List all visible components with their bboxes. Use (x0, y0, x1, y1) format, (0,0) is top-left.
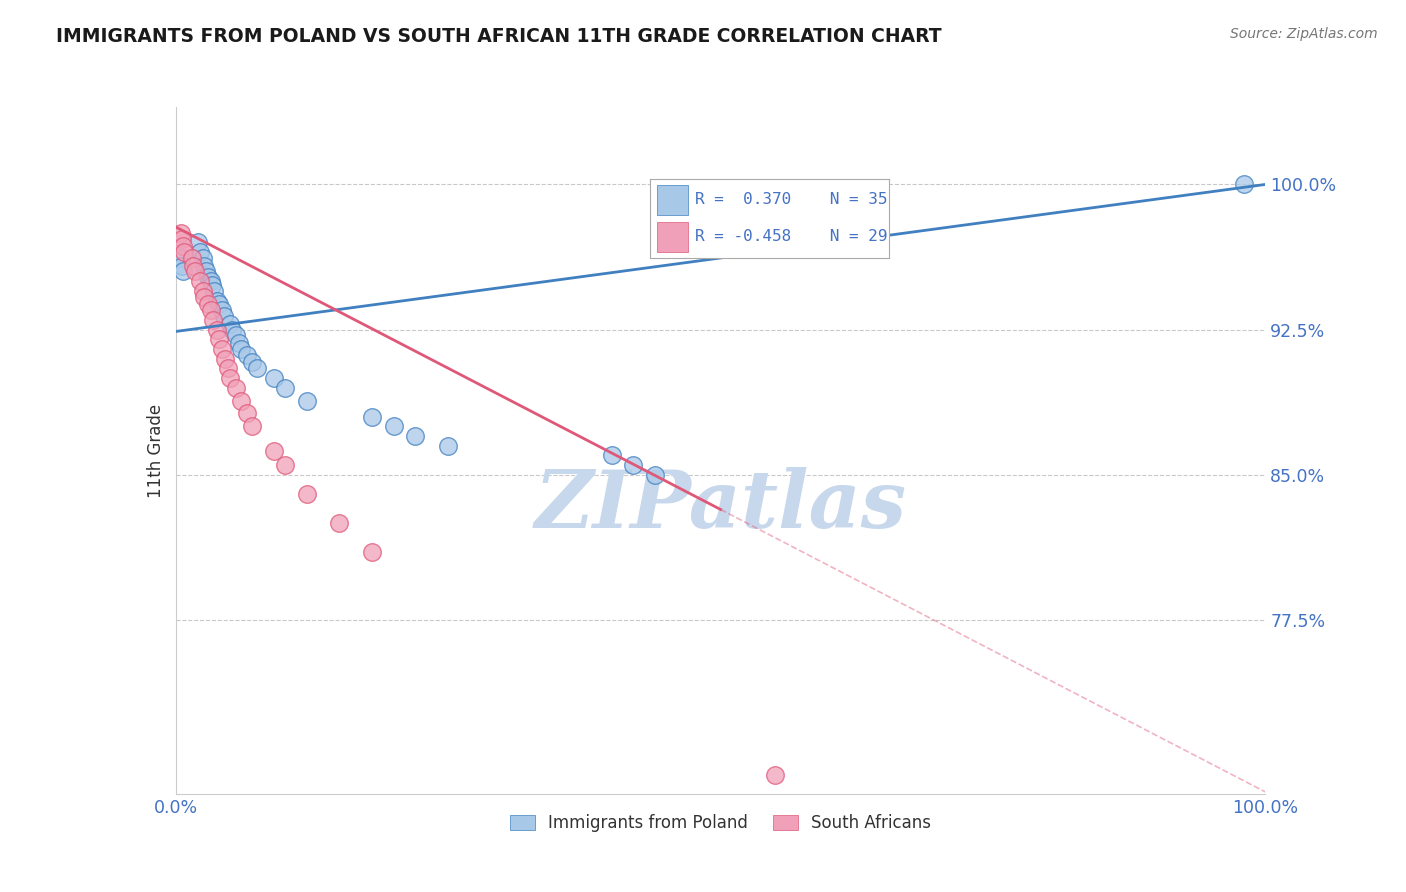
Point (235, 406, 257, 420)
Point (644, 467, 666, 482)
Text: ZIPatlas: ZIPatlas (534, 467, 907, 544)
Text: R = -0.458    N = 29: R = -0.458 N = 29 (696, 229, 887, 244)
Point (208, 332, 231, 346)
Point (405, 429, 427, 443)
Point (600, 448, 623, 462)
Point (246, 361, 269, 376)
Point (191, 284, 214, 298)
Point (172, 264, 194, 278)
Point (211, 303, 233, 318)
Point (225, 328, 247, 343)
FancyBboxPatch shape (657, 185, 688, 215)
Point (193, 290, 215, 304)
Point (191, 251, 214, 265)
Point (621, 458, 644, 472)
Point (193, 259, 215, 273)
Point (208, 297, 231, 311)
Point (172, 259, 194, 273)
Point (205, 322, 228, 336)
Point (295, 487, 318, 501)
Point (382, 419, 405, 434)
Point (437, 439, 460, 453)
Point (214, 351, 236, 366)
Point (235, 348, 257, 362)
Text: Source: ZipAtlas.com: Source: ZipAtlas.com (1230, 27, 1378, 41)
Point (219, 317, 242, 331)
Point (211, 342, 233, 356)
Point (197, 297, 219, 311)
Point (186, 235, 209, 250)
Point (231, 394, 253, 409)
Point (205, 293, 228, 308)
Point (274, 458, 297, 472)
Point (170, 251, 193, 265)
Legend: Immigrants from Poland, South Africans: Immigrants from Poland, South Africans (502, 805, 939, 840)
Point (263, 444, 285, 458)
Point (228, 336, 250, 351)
Point (274, 381, 297, 395)
Point (173, 245, 195, 260)
Point (188, 245, 211, 260)
Point (295, 394, 318, 409)
Point (181, 251, 204, 265)
Point (221, 322, 243, 336)
Point (184, 264, 207, 278)
Point (188, 274, 211, 288)
Point (201, 313, 224, 327)
Point (200, 303, 222, 318)
Point (172, 231, 194, 245)
Y-axis label: 11th Grade: 11th Grade (146, 403, 165, 498)
Point (231, 342, 253, 356)
Point (328, 516, 350, 530)
Point (200, 274, 222, 288)
FancyBboxPatch shape (657, 222, 688, 252)
Text: R =  0.370    N = 35: R = 0.370 N = 35 (696, 192, 887, 207)
Point (225, 381, 247, 395)
Point (212, 309, 235, 323)
Point (1232, 178, 1256, 192)
Point (181, 259, 204, 273)
Point (202, 284, 225, 298)
Point (240, 419, 263, 434)
Point (172, 239, 194, 253)
Point (763, 767, 786, 781)
Point (201, 278, 224, 293)
Point (240, 355, 263, 369)
Point (263, 371, 285, 385)
Point (360, 409, 382, 424)
Point (195, 264, 218, 278)
Point (217, 361, 239, 376)
Point (170, 226, 193, 240)
Text: IMMIGRANTS FROM POLAND VS SOUTH AFRICAN 11TH GRADE CORRELATION CHART: IMMIGRANTS FROM POLAND VS SOUTH AFRICAN … (56, 27, 942, 45)
Point (219, 371, 242, 385)
Point (197, 270, 219, 285)
Point (360, 545, 382, 559)
